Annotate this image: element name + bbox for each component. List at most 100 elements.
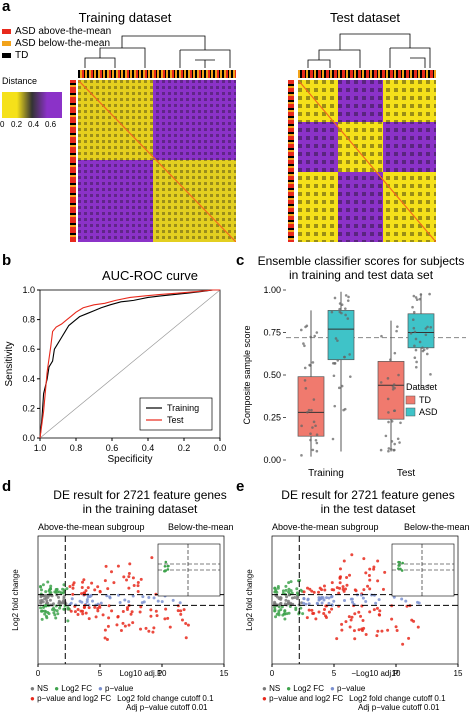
volcano-point (322, 611, 326, 615)
volcano-point (76, 607, 80, 611)
volcano-point (279, 608, 283, 612)
volcano-point (359, 614, 363, 618)
volcano-point (377, 598, 381, 602)
volcano-point (354, 589, 358, 593)
legend-pvalue-fc: ● p−value and log2 FC (262, 694, 344, 703)
volcano-point (119, 628, 123, 632)
volcano-point (66, 619, 70, 623)
de-train-title-line1: DE result for 2721 feature genes (53, 488, 227, 502)
volcano-point (378, 609, 382, 613)
volcano-point (93, 588, 97, 592)
volcano-point (350, 553, 354, 557)
volcano-point (367, 573, 371, 577)
box-jitter-point (392, 383, 396, 386)
volcano-point (400, 597, 404, 601)
volcano-point (287, 611, 291, 615)
test-side-annotation (288, 80, 294, 242)
volcano-point (123, 624, 127, 628)
volcano-point (362, 626, 366, 630)
volcano-point (296, 595, 300, 599)
volcano-point (49, 587, 53, 591)
training-top-annotation (78, 70, 236, 78)
volcano-point (295, 587, 299, 591)
roc-y-tick-label: 0.4 (22, 374, 35, 384)
volcano-x-tick-label: 10 (392, 669, 401, 678)
box-jitter-point (424, 333, 428, 337)
volcano-point (283, 617, 287, 621)
inset-point (397, 560, 400, 564)
volcano-point (176, 609, 180, 613)
legend-asd-below: ASD below-the-mean (2, 38, 110, 49)
legend-label: ASD below-the-mean (15, 38, 111, 49)
volcano-point (312, 590, 316, 594)
volcano-point (186, 623, 190, 627)
test-dataset-title: Test dataset (329, 10, 401, 25)
volcano-point (123, 598, 127, 602)
volcano-point (310, 589, 314, 593)
test-heatmap (298, 80, 436, 242)
volcano-point (81, 612, 85, 616)
box-jitter-point (389, 358, 392, 362)
volcano-point (287, 587, 291, 591)
box-y-tick-label: 1.00 (263, 285, 281, 295)
box-jitter-point (418, 297, 422, 301)
volcano-point (330, 607, 334, 611)
volcano-point (131, 594, 135, 598)
volcano-point (375, 634, 379, 638)
volcano-point (349, 597, 353, 601)
volcano-point (374, 601, 378, 605)
inset-point (399, 567, 402, 571)
volcano-point (317, 610, 321, 614)
volcano-point (327, 601, 331, 605)
volcano-point (310, 608, 314, 612)
volcano-point (307, 608, 311, 612)
legend-swatch-icon (2, 53, 11, 58)
legend-ns: ● NS (30, 684, 49, 693)
volcano-point (121, 621, 125, 625)
volcano-point (156, 599, 160, 603)
roc-legend-box (139, 397, 213, 431)
volcano-point (47, 589, 51, 593)
volcano-point (338, 567, 342, 571)
roc-y-tick-label: 0.2 (22, 403, 35, 413)
box-jitter-point (315, 331, 319, 334)
box-jitter-point (304, 387, 308, 390)
box-jitter-point (390, 440, 394, 443)
volcano-point (318, 586, 322, 590)
volcano-point (352, 629, 356, 633)
box-jitter-point (306, 411, 309, 414)
volcano-point (376, 629, 380, 633)
legend-asd-above: ASD above-the-mean (2, 26, 111, 37)
score-title-line1: Ensemble classifier scores for subjects (257, 254, 465, 268)
volcano-point (349, 618, 353, 622)
volcano-point (91, 599, 95, 603)
box-jitter-point (414, 365, 418, 369)
volcano-point (314, 617, 318, 621)
volcano-point (276, 585, 280, 589)
volcano-point (416, 625, 420, 629)
volcano-point (73, 610, 77, 614)
volcano-point (184, 622, 188, 626)
volcano-point (289, 601, 293, 605)
volcano-point (103, 628, 107, 632)
roc-diagonal (39, 289, 221, 439)
volcano-point (357, 628, 361, 632)
box-jitter-point (415, 360, 418, 364)
box-y-axis-label: Composite sample score (242, 325, 252, 424)
volcano-point (81, 580, 85, 584)
volcano-point (41, 605, 45, 609)
volcano-point (45, 616, 49, 620)
box-jitter-point (387, 447, 391, 450)
volcano-point (284, 588, 288, 592)
volcano-point (332, 588, 336, 592)
volcano-point (85, 598, 89, 602)
volcano-point (118, 601, 122, 605)
training-side-annotation (70, 80, 76, 242)
volcano-point (152, 596, 156, 600)
volcano-point (394, 625, 398, 629)
volcano-point (138, 610, 142, 614)
volcano-point (344, 620, 348, 624)
volcano-point (106, 624, 110, 628)
box-jitter-point (314, 439, 318, 442)
box-jitter-point (411, 305, 414, 309)
